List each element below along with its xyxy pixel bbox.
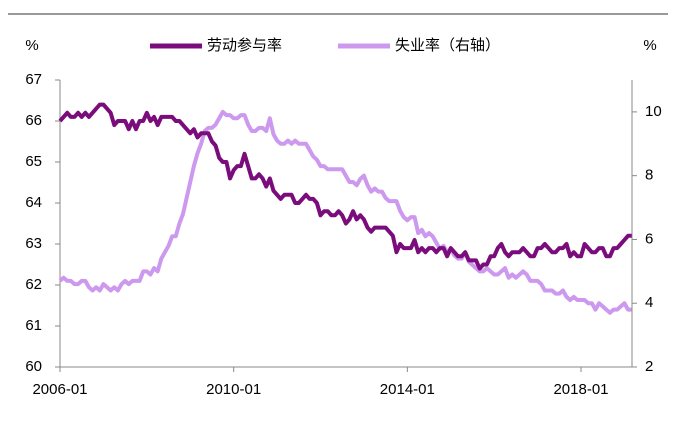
y2-tick-label: 2: [645, 358, 653, 375]
legend-label: 失业率（右轴）: [395, 37, 500, 54]
y-tick-label: 61: [25, 317, 42, 334]
y2-tick-label: 10: [645, 103, 662, 120]
y-unit: %: [25, 37, 38, 54]
y-tick-label: 60: [25, 358, 42, 375]
y2-tick-label: 4: [645, 294, 653, 311]
y2-unit: %: [643, 37, 656, 54]
x-tick-label: 2018-01: [553, 381, 608, 398]
y-tick-label: 63: [25, 235, 42, 252]
y-tick-label: 62: [25, 276, 42, 293]
y-tick-label: 64: [25, 194, 42, 211]
y-tick-label: 67: [25, 71, 42, 88]
x-tick-label: 2014-01: [380, 381, 435, 398]
y2-tick-label: 8: [645, 167, 653, 184]
x-tick-label: 2006-01: [32, 381, 87, 398]
y2-tick-label: 6: [645, 230, 653, 247]
y-tick-label: 65: [25, 153, 42, 170]
series-line: [58, 102, 632, 271]
legend-label: 劳动参与率: [207, 37, 282, 54]
series-line: [58, 109, 632, 315]
y-tick-label: 66: [25, 112, 42, 129]
x-tick-label: 2010-01: [206, 381, 261, 398]
